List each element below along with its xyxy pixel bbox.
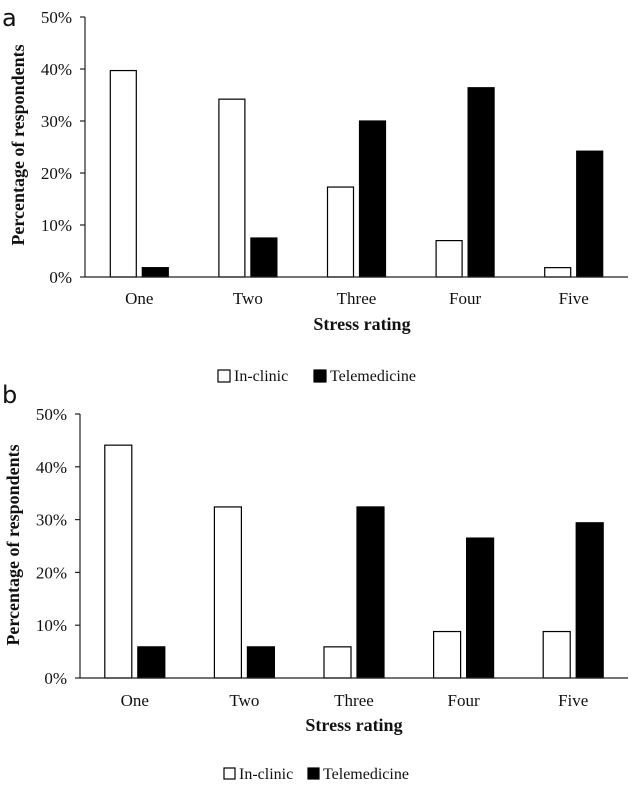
y-axis-title-b: Percentage of respondents: [3, 444, 23, 645]
bar-telemedicine-four: [466, 537, 495, 679]
x-ticks-a: One Two Three Four Five: [125, 289, 589, 308]
x-tick-label: Two: [233, 289, 263, 308]
legend-b: In-clinic Telemedicine: [223, 766, 409, 783]
y-tick-label: 20%: [36, 563, 67, 582]
x-tick-label: Three: [334, 691, 374, 710]
bar-in-clinic-three: [326, 186, 355, 278]
bar-in-clinic-one: [109, 69, 137, 278]
y-tick-label: 10%: [36, 616, 67, 635]
x-ticks-b: One Two Three Four Five: [121, 691, 589, 710]
bar-telemedicine-four: [467, 87, 495, 278]
legend-a: In-clinic Telemedicine: [217, 368, 416, 385]
y-tick-label: 30%: [41, 112, 72, 131]
x-tick-label: Four: [449, 289, 481, 308]
bar-telemedicine-three: [358, 120, 387, 278]
bar-in-clinic-four: [433, 630, 462, 679]
bar-telemedicine-one: [137, 646, 166, 679]
bars-a: [109, 69, 604, 278]
y-tick-label: 10%: [41, 216, 72, 235]
bar-in-clinic-two: [213, 506, 242, 679]
y-tick-label: 40%: [36, 458, 67, 477]
x-tick-label: Four: [448, 691, 480, 710]
x-axis-title-b: Stress rating: [305, 715, 402, 735]
x-tick-label: One: [125, 289, 153, 308]
bar-in-clinic-one: [104, 444, 133, 679]
x-tick-label: Five: [559, 289, 589, 308]
legend-label-telemedicine-a: Telemedicine: [330, 368, 416, 385]
bar-in-clinic-five: [542, 630, 571, 679]
bar-telemedicine-one: [141, 267, 169, 278]
legend-label-in-clinic-a: In-clinic: [234, 368, 288, 385]
bar-in-clinic-three: [323, 646, 352, 679]
bar-in-clinic-four: [435, 240, 463, 278]
x-tick-label: Five: [558, 691, 588, 710]
x-tick-label: One: [121, 691, 149, 710]
bar-telemedicine-five: [575, 522, 604, 679]
panel-label-b: b: [2, 381, 17, 409]
bar-telemedicine-two: [250, 237, 278, 278]
legend-label-telemedicine-b: Telemedicine: [323, 766, 409, 783]
legend-swatch-telemedicine-a: [313, 369, 327, 383]
legend-swatch-telemedicine-b: [307, 767, 320, 780]
panel-label-a: a: [2, 4, 17, 32]
y-tick-label: 0%: [49, 268, 72, 287]
chart-panel-b: b Percentage of respondents Stress ratin…: [2, 381, 628, 783]
y-tick-label: 0%: [44, 669, 67, 688]
y-tick-label: 50%: [41, 8, 72, 27]
y-tick-label: 40%: [41, 60, 72, 79]
bar-telemedicine-five: [576, 150, 604, 278]
y-tick-label: 50%: [36, 405, 67, 424]
x-axis-title-a: Stress rating: [313, 314, 410, 334]
y-tick-label: 20%: [41, 164, 72, 183]
legend-swatch-in-clinic-b: [223, 767, 236, 780]
y-ticks-b: 0% 10% 20% 30% 40% 50%: [36, 405, 80, 688]
bar-telemedicine-three: [356, 506, 385, 679]
bar-in-clinic-five: [544, 267, 572, 278]
y-tick-label: 30%: [36, 511, 67, 530]
y-axis-title-a: Percentage of respondents: [8, 44, 28, 245]
y-ticks-a: 0% 10% 20% 30% 40% 50%: [41, 8, 85, 287]
bar-telemedicine-two: [246, 646, 275, 679]
legend-label-in-clinic-b: In-clinic: [239, 766, 293, 783]
chart-panel-a: a Percentage of respondents Stress ratin…: [2, 4, 628, 385]
x-tick-label: Two: [229, 691, 259, 710]
legend-swatch-in-clinic-a: [217, 369, 231, 383]
bar-in-clinic-two: [218, 98, 246, 278]
bars-b: [104, 444, 604, 679]
x-tick-label: Three: [337, 289, 377, 308]
